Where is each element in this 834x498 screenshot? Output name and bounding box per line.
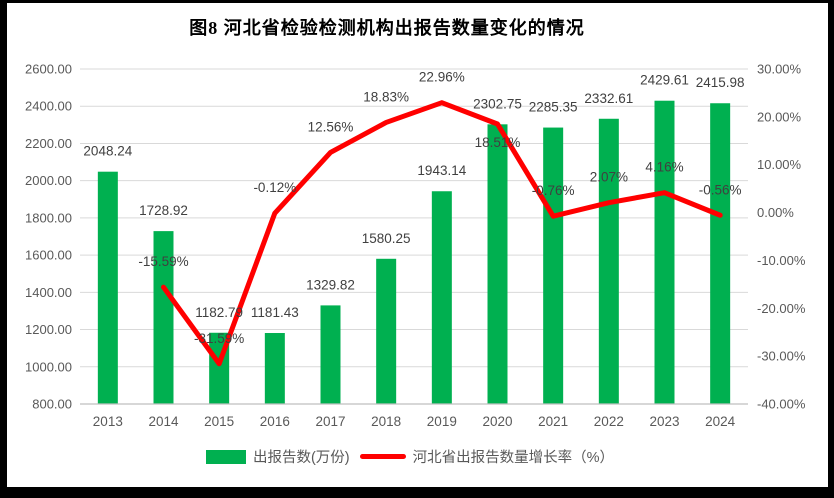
left-axis-tick-label: 1400.00 xyxy=(25,285,72,300)
right-axis-tick-label: 0.00% xyxy=(757,205,794,220)
left-axis-tick-label: 2000.00 xyxy=(25,173,72,188)
left-axis-tick-label: 2600.00 xyxy=(25,62,72,77)
bar-2017 xyxy=(320,305,341,404)
chart-panel: 图8 河北省检验检测机构出报告数量变化的情况 xyxy=(7,3,828,487)
x-axis-category-label: 2018 xyxy=(371,414,401,429)
chart-title: 图8 河北省检验检测机构出报告数量变化的情况 xyxy=(189,18,585,38)
bar-series-swatch xyxy=(205,449,246,464)
bar-2019 xyxy=(431,191,452,404)
left-axis-tick-label: 1800.00 xyxy=(25,210,72,225)
x-axis-category-label: 2020 xyxy=(482,414,512,429)
right-axis-tick-label: -30.00% xyxy=(757,349,806,364)
chart-legend: 出报告数(万份) 河北省出报告数量增长率（%） xyxy=(0,446,820,467)
line-value-label: 22.96% xyxy=(419,70,465,85)
line-value-label: -0.76% xyxy=(532,183,575,198)
x-axis-category-label: 2024 xyxy=(705,414,736,429)
bar-value-label: 2285.35 xyxy=(529,100,578,115)
line-value-label: 12.56% xyxy=(308,119,354,134)
legend-item-bar-series: 出报告数(万份) xyxy=(205,446,350,467)
left-axis-tick-label: 1600.00 xyxy=(25,248,72,263)
left-axis-tick-label: 1200.00 xyxy=(25,322,72,337)
left-axis-tick-label: 800.00 xyxy=(32,397,72,412)
legend-item-line-series: 河北省出报告数量增长率（%） xyxy=(359,446,615,467)
right-axis-tick-label: -40.00% xyxy=(757,397,806,412)
line-value-label: -31.59% xyxy=(194,331,244,346)
bar-value-label: 2302.75 xyxy=(473,96,522,111)
x-axis-category-label: 2017 xyxy=(315,414,345,429)
x-axis-category-label: 2023 xyxy=(649,414,679,429)
bar-value-label: 1329.82 xyxy=(306,277,355,292)
line-value-label: -0.12% xyxy=(253,180,296,195)
left-axis-tick-label: 1000.00 xyxy=(25,359,72,374)
bar-2013 xyxy=(97,171,118,404)
bar-2018 xyxy=(376,258,397,404)
bar-2020 xyxy=(487,124,508,404)
bar-2023 xyxy=(654,100,675,404)
bar-2021 xyxy=(543,127,564,404)
bar-value-label: 1181.43 xyxy=(251,305,299,320)
x-axis-category-label: 2016 xyxy=(260,414,290,429)
line-value-label: 4.16% xyxy=(645,160,683,175)
x-axis-category-label: 2015 xyxy=(204,414,234,429)
legend-label-line-series: 河北省出报告数量增长率（%） xyxy=(412,450,615,466)
line-value-label: 2.07% xyxy=(590,170,628,185)
bar-value-label: 2429.61 xyxy=(640,73,689,88)
right-axis-tick-label: 20.00% xyxy=(757,109,802,124)
bar-value-label: 2332.61 xyxy=(584,91,633,106)
growth-rate-line xyxy=(161,100,723,367)
x-axis-category-label: 2022 xyxy=(594,414,624,429)
line-value-label: 18.51% xyxy=(475,135,521,150)
line-series-swatch xyxy=(359,454,406,459)
legend-label-bar-series: 出报告数(万份) xyxy=(252,450,350,466)
right-axis-tick-label: -10.00% xyxy=(757,253,806,268)
x-axis-category-label: 2019 xyxy=(427,414,457,429)
line-value-label: -0.56% xyxy=(699,182,742,197)
x-axis-category-label: 2014 xyxy=(148,414,179,429)
bar-2022 xyxy=(598,118,619,404)
left-axis-tick-label: 2200.00 xyxy=(25,136,72,151)
bar-value-label: 1728.92 xyxy=(139,203,188,218)
right-axis-tick-label: 10.00% xyxy=(757,157,802,172)
left-axis-tick-label: 2400.00 xyxy=(25,99,72,114)
bar-value-label: 2415.98 xyxy=(696,75,745,90)
line-value-label: 18.83% xyxy=(363,89,409,104)
bar-2014 xyxy=(153,231,174,404)
bar-value-label: 1943.14 xyxy=(417,163,466,178)
bar-value-label: 1182.79 xyxy=(195,305,243,320)
bar-2024 xyxy=(710,103,731,404)
bar-value-label: 2048.24 xyxy=(83,144,132,159)
line-value-label: -15.59% xyxy=(138,254,188,269)
bar-value-label: 1580.25 xyxy=(362,231,411,246)
x-axis-category-label: 2013 xyxy=(93,414,123,429)
x-axis-category-label: 2021 xyxy=(538,414,568,429)
bar-2016 xyxy=(264,333,285,404)
right-axis-tick-label: -20.00% xyxy=(757,301,806,316)
right-axis-tick-label: 30.00% xyxy=(757,62,802,77)
